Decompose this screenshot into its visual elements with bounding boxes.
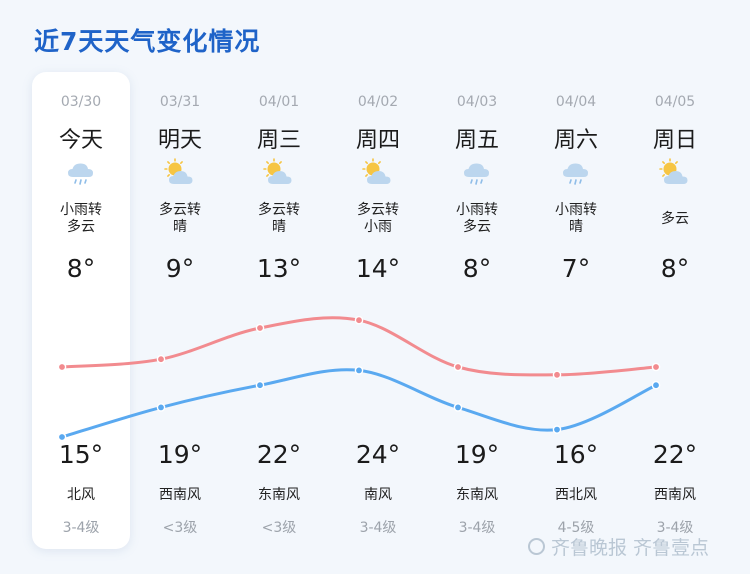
temperature-lower: 16° xyxy=(553,440,599,469)
day-name: 周五 xyxy=(454,128,499,153)
today-highlight-card xyxy=(32,72,130,549)
partly-cloudy-icon xyxy=(163,158,197,188)
day-date: 04/01 xyxy=(258,94,300,110)
wind-level: <3级 xyxy=(162,520,198,536)
partly-cloudy-icon xyxy=(262,158,296,188)
day-name: 周三 xyxy=(256,128,301,153)
temperature-lower: 22° xyxy=(256,440,302,469)
wind-level: 4-5级 xyxy=(557,520,595,536)
day-date: 04/05 xyxy=(654,94,696,110)
wind-direction: 北风 xyxy=(67,487,95,503)
condition-line: 多云 xyxy=(67,219,95,235)
temperature-lower: 15° xyxy=(58,440,104,469)
light-rain-icon xyxy=(64,158,98,188)
watermark-text: 齐鲁晚报 齐鲁壹点 xyxy=(551,536,710,559)
weather-condition: 小雨转晴 xyxy=(526,202,626,236)
wind-level: 3-4级 xyxy=(458,520,496,536)
day-date: 04/03 xyxy=(456,94,498,110)
condition-line: 小雨转 xyxy=(456,202,498,218)
partly-cloudy-icon xyxy=(361,158,395,188)
wind-direction: 西南风 xyxy=(159,487,201,503)
wind-direction: 西南风 xyxy=(654,487,696,503)
watermark: 齐鲁晚报 齐鲁壹点 xyxy=(528,534,710,559)
weather-condition: 多云转晴 xyxy=(130,202,230,236)
wind-direction: 西北风 xyxy=(555,487,597,503)
temperature-lower: 22° xyxy=(652,440,698,469)
condition-line: 小雨 xyxy=(364,219,392,235)
page-title: 近7天天气变化情况 xyxy=(34,27,261,56)
condition-line: 多云转 xyxy=(159,202,201,218)
wind-level: <3级 xyxy=(261,520,297,536)
day-name: 周日 xyxy=(652,128,697,153)
day-date: 04/02 xyxy=(357,94,399,110)
day-date: 03/31 xyxy=(159,94,201,110)
temperature-lower: 19° xyxy=(454,440,500,469)
condition-line: 晴 xyxy=(272,219,286,235)
forecast-day-column: 04/01 周三多云转晴 13° 22° 东南风 <3级 xyxy=(229,72,329,549)
newspaper-logo-icon xyxy=(528,537,545,555)
condition-line: 多云转 xyxy=(258,202,300,218)
day-date: 04/04 xyxy=(555,94,597,110)
temperature-lower: 24° xyxy=(355,440,401,469)
forecast-day-column: 04/03 周五小雨转 多云 8° 19° 东南风 3-4级 xyxy=(427,72,527,549)
temperature-upper: 8° xyxy=(660,254,690,283)
wind-level: 3-4级 xyxy=(62,520,100,536)
temperature-upper: 9° xyxy=(165,254,195,283)
temperature-upper: 8° xyxy=(462,254,492,283)
forecast-day-column: 03/31 明天多云转晴 9° 19° 西南风 <3级 xyxy=(130,72,230,549)
day-name: 周四 xyxy=(355,128,400,153)
light-rain-icon xyxy=(559,158,593,188)
weather-condition: 多云转 小雨 xyxy=(328,202,428,236)
wind-direction: 东南风 xyxy=(258,487,300,503)
day-date: 03/30 xyxy=(60,94,102,110)
day-name: 周六 xyxy=(553,128,598,153)
condition-line: 晴 xyxy=(569,219,583,235)
light-rain-icon xyxy=(460,158,494,188)
condition-line: 小雨转 xyxy=(555,202,597,218)
temperature-upper: 7° xyxy=(561,254,591,283)
condition-line: 多云 xyxy=(463,219,491,235)
wind-direction: 东南风 xyxy=(456,487,498,503)
wind-level: 3-4级 xyxy=(359,520,397,536)
weather-condition: 小雨转 多云 xyxy=(31,202,131,236)
temperature-upper: 14° xyxy=(355,254,401,283)
forecast-day-column: 04/04 周六小雨转晴 7° 16° 西北风 4-5级 xyxy=(526,72,626,549)
weather-condition: 多云 xyxy=(625,211,725,228)
temperature-upper: 8° xyxy=(66,254,96,283)
wind-level: 3-4级 xyxy=(656,520,694,536)
condition-line: 多云转 xyxy=(357,202,399,218)
weather-condition: 小雨转 多云 xyxy=(427,202,527,236)
temperature-lower: 19° xyxy=(157,440,203,469)
forecast-day-column: 04/02 周四多云转 小雨 14° 24° 南风 3-4级 xyxy=(328,72,428,549)
condition-line: 多云 xyxy=(661,211,689,227)
wind-direction: 南风 xyxy=(364,487,392,503)
temperature-upper: 13° xyxy=(256,254,302,283)
condition-line: 晴 xyxy=(173,219,187,235)
forecast-day-column: 03/30 今天小雨转 多云 8° 15° 北风 3-4级 xyxy=(31,72,131,549)
forecast-day-column: 04/05 周日多云 8° 22° 西南风 3-4级 xyxy=(625,72,725,549)
partly-cloudy-icon xyxy=(658,158,692,188)
day-name: 今天 xyxy=(58,128,103,153)
condition-line: 小雨转 xyxy=(60,202,102,218)
day-name: 明天 xyxy=(157,128,202,153)
weather-condition: 多云转晴 xyxy=(229,202,329,236)
